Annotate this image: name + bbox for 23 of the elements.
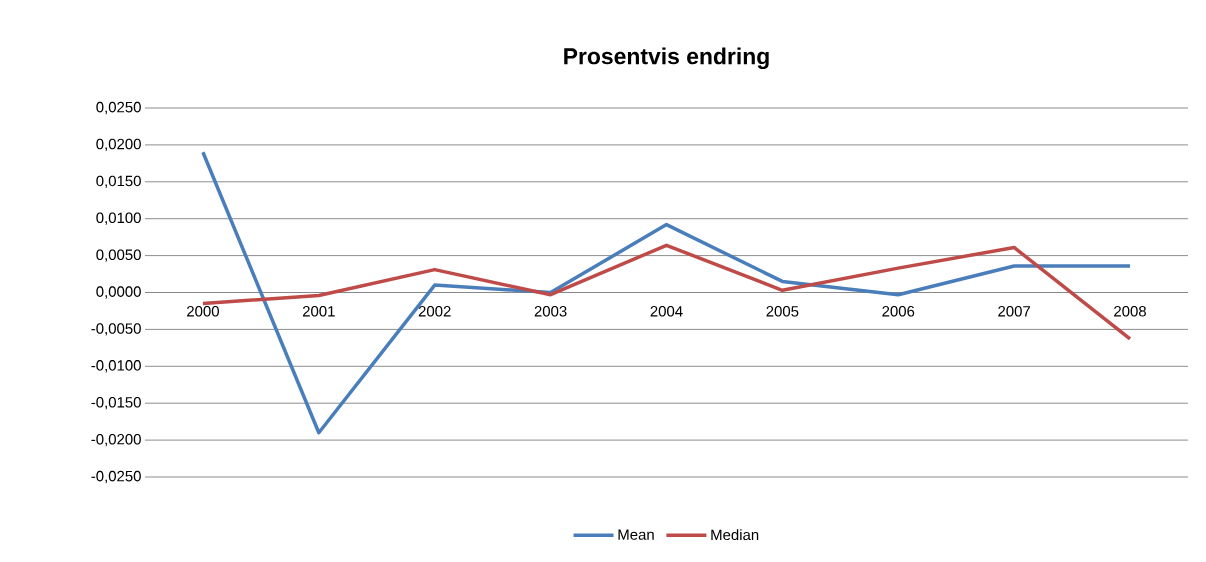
y-tick-label: -0,0200 — [91, 433, 141, 447]
x-tick-label: 2002 — [418, 306, 451, 317]
y-tick-label: 0,0250 — [96, 101, 141, 115]
x-tick-label: 2001 — [302, 306, 335, 317]
x-tick-label: 2003 — [534, 306, 567, 317]
y-tick-label: 0,0000 — [96, 286, 141, 299]
y-tick-label: 0,0150 — [96, 175, 141, 188]
x-tick-label: 2008 — [1114, 306, 1146, 317]
y-tick-label: -0,0100 — [91, 360, 141, 373]
y-tick-label: 0,0050 — [96, 249, 141, 262]
chart-title: Prosentvis endring — [564, 47, 769, 69]
legend-label: Median — [711, 529, 759, 541]
y-tick-label: 0,0200 — [96, 138, 141, 152]
y-tick-label: 0,0100 — [96, 212, 141, 225]
x-tick-label: 2006 — [882, 306, 915, 317]
x-tick-label: 2004 — [650, 306, 683, 317]
y-tick-label: -0,0150 — [91, 397, 141, 410]
x-tick-label: 2007 — [998, 306, 1030, 317]
y-tick-label: -0,0250 — [91, 470, 141, 484]
x-tick-label: 2000 — [187, 306, 219, 317]
x-tick-label: 2005 — [766, 306, 799, 317]
legend-label: Mean — [618, 529, 654, 540]
y-tick-label: -0,0050 — [91, 323, 141, 336]
